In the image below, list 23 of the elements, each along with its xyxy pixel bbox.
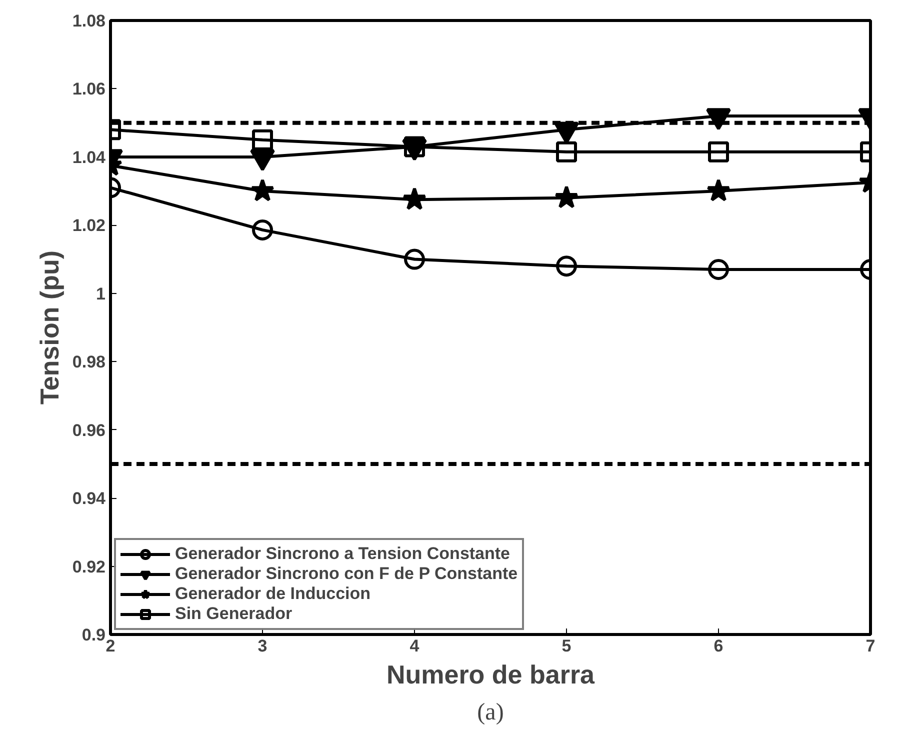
y-axis-title: Tension (pu) xyxy=(34,250,64,405)
x-axis-title: Numero de barra xyxy=(386,660,596,690)
y-tick-label: 0.94 xyxy=(72,489,106,508)
legend-label: Generador Sincrono con F de P Constante xyxy=(175,564,518,584)
legend-label: Generador Sincrono a Tension Constante xyxy=(175,544,510,564)
y-tick-label: 1 xyxy=(96,284,106,304)
x-tick-label: 3 xyxy=(258,636,268,656)
y-tick-label: 1.02 xyxy=(72,216,106,236)
legend-label: Sin Generador xyxy=(175,604,292,624)
y-tick-label: 1.06 xyxy=(72,80,106,99)
y-tick-label: 0.98 xyxy=(72,352,106,372)
y-tick-label: 0.92 xyxy=(72,557,106,576)
x-tick-label: 7 xyxy=(866,636,876,656)
x-tick-label: 4 xyxy=(410,636,420,656)
y-tick-label: 1.04 xyxy=(72,148,106,167)
x-tick-label: 2 xyxy=(106,636,116,656)
x-tick-label: 5 xyxy=(562,636,572,656)
y-tick-label: 0.96 xyxy=(72,420,106,440)
y-tick-label: 0.9 xyxy=(82,626,106,644)
x-tick-label: 6 xyxy=(714,636,724,656)
y-tick-label: 1.08 xyxy=(72,12,106,30)
text: (a) xyxy=(477,700,504,726)
legend-label: Generador de Induccion xyxy=(175,584,371,604)
